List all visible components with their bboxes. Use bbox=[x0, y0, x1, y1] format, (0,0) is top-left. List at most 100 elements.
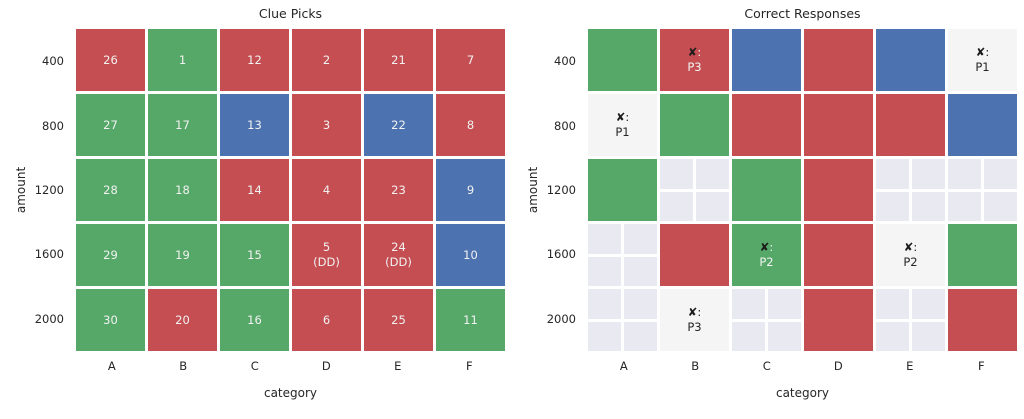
heatmap-cell bbox=[804, 289, 873, 351]
cell-label: 1 bbox=[178, 52, 187, 67]
heatmap-cell: 12 bbox=[220, 29, 289, 91]
cell-label: 16 bbox=[247, 312, 262, 327]
heatmap-cell: 4 bbox=[292, 159, 361, 221]
heatmap-cell: 3 bbox=[292, 94, 361, 156]
x-axis-label: category bbox=[263, 386, 318, 400]
heatmap-cell bbox=[948, 94, 1017, 156]
cell-label: 10 bbox=[463, 247, 478, 262]
chart-title: Correct Responses bbox=[744, 6, 861, 21]
heatmap-cell: 7 bbox=[436, 29, 505, 91]
cell-label: 15 bbox=[247, 247, 262, 262]
y-tick-label: 1600 bbox=[34, 247, 64, 262]
cell-label: 30 bbox=[103, 312, 118, 327]
heatmap-cell bbox=[732, 94, 801, 156]
cell-label: 29 bbox=[103, 247, 118, 262]
heatmap-cell: ✘: P2 bbox=[876, 224, 945, 286]
heatmap-cell: 24 (DD) bbox=[364, 224, 433, 286]
heatmap-cell: 28 bbox=[76, 159, 145, 221]
x-tick-label: B bbox=[691, 359, 700, 373]
heatmap-cell bbox=[588, 289, 657, 351]
cell-label: 28 bbox=[103, 182, 118, 197]
heatmap-cell bbox=[732, 289, 801, 351]
x-axis-ticks: A B C D E F bbox=[588, 359, 1017, 373]
cell-label: 23 bbox=[391, 182, 406, 197]
heatmap-cell bbox=[588, 29, 657, 91]
heatmap-cell: 6 bbox=[292, 289, 361, 351]
cell-label: ✘: P1 bbox=[975, 45, 990, 74]
heatmap-cell: 14 bbox=[220, 159, 289, 221]
cell-label: 4 bbox=[322, 182, 331, 197]
heatmap-cell: 9 bbox=[436, 159, 505, 221]
heatmap-cell bbox=[876, 159, 945, 221]
y-tick-label: 800 bbox=[554, 118, 576, 133]
y-tick-label: 1200 bbox=[34, 182, 64, 197]
y-axis-ticks: 400 800 1200 1600 2000 bbox=[0, 29, 64, 351]
y-axis-ticks: 400 800 1200 1600 2000 bbox=[512, 29, 576, 351]
heatmap-cell bbox=[588, 159, 657, 221]
x-tick-label: A bbox=[107, 359, 116, 373]
heatmap-cell: 21 bbox=[364, 29, 433, 91]
heatmap-cell: 1 bbox=[148, 29, 217, 91]
x-tick-label: A bbox=[619, 359, 628, 373]
y-tick-label: 1600 bbox=[546, 247, 576, 262]
heatmap-cell: 16 bbox=[220, 289, 289, 351]
y-tick-label: 400 bbox=[554, 54, 576, 69]
cell-label: 6 bbox=[322, 312, 331, 327]
heatmap-cell bbox=[660, 224, 729, 286]
heatmap-cell: 22 bbox=[364, 94, 433, 156]
heatmap-cell: 5 (DD) bbox=[292, 224, 361, 286]
cell-label: 12 bbox=[247, 52, 262, 67]
heatmap-cell: 13 bbox=[220, 94, 289, 156]
heatmap-cell: ✘: P3 bbox=[660, 289, 729, 351]
heatmap-cell bbox=[732, 29, 801, 91]
cell-label: 18 bbox=[175, 182, 190, 197]
x-tick-label: C bbox=[250, 359, 259, 373]
heatmap-cell: 11 bbox=[436, 289, 505, 351]
heatmap-cell: ✘: P1 bbox=[948, 29, 1017, 91]
y-tick-label: 2000 bbox=[34, 311, 64, 326]
x-mark-icon: ✘ bbox=[687, 45, 698, 60]
x-tick-label: D bbox=[321, 359, 331, 373]
correct-responses-chart: Correct Responses amount 400 800 1200 1600 2… bbox=[512, 0, 1024, 419]
heatmap-cell: 25 bbox=[364, 289, 433, 351]
heatmap-grid: ✘: P3 ✘: P1 ✘: P1 ✘: P2 ✘: P2 ✘: P3 bbox=[588, 29, 1017, 351]
heatmap-cell: 18 bbox=[148, 159, 217, 221]
heatmap-cell: ✘: P1 bbox=[588, 94, 657, 156]
cell-label: 8 bbox=[466, 117, 475, 132]
heatmap-cell bbox=[804, 159, 873, 221]
x-tick-label: B bbox=[179, 359, 188, 373]
y-tick-label: 800 bbox=[42, 118, 64, 133]
cell-label: ✘: P1 bbox=[615, 110, 630, 139]
heatmap-grid: 26 1 12 2 21 7 27 17 13 3 22 8 28 18 14 4 23 9 29 19 15 5 (DD… bbox=[76, 29, 505, 351]
cell-label: 19 bbox=[175, 247, 190, 262]
heatmap-cell: 30 bbox=[76, 289, 145, 351]
heatmap-cell: ✘: P2 bbox=[732, 224, 801, 286]
x-tick-label: F bbox=[465, 359, 473, 373]
heatmap-cell: 10 bbox=[436, 224, 505, 286]
heatmap-cell bbox=[660, 159, 729, 221]
cell-label: 14 bbox=[247, 182, 262, 197]
cell-label: 13 bbox=[247, 117, 262, 132]
cell-label: 26 bbox=[103, 52, 118, 67]
heatmap-cell bbox=[876, 289, 945, 351]
heatmap-cell: 15 bbox=[220, 224, 289, 286]
heatmap-cell: 26 bbox=[76, 29, 145, 91]
x-tick-label: E bbox=[906, 359, 914, 373]
y-tick-label: 1200 bbox=[546, 182, 576, 197]
heatmap-cell bbox=[804, 94, 873, 156]
cell-label: 17 bbox=[175, 117, 190, 132]
heatmap-cell bbox=[948, 159, 1017, 221]
cell-label: 24 (DD) bbox=[385, 240, 412, 269]
x-axis-ticks: A B C D E F bbox=[76, 359, 505, 373]
heatmap-cell bbox=[948, 224, 1017, 286]
cell-label: 2 bbox=[322, 52, 331, 67]
x-mark-icon: ✘ bbox=[759, 240, 770, 255]
heatmap-cell: 29 bbox=[76, 224, 145, 286]
x-mark-icon: ✘ bbox=[903, 240, 914, 255]
chart-title: Clue Picks bbox=[258, 6, 323, 21]
cell-label: 11 bbox=[463, 312, 478, 327]
cell-label: 21 bbox=[391, 52, 406, 67]
cell-label: ✘: P3 bbox=[687, 45, 702, 74]
cell-label: 22 bbox=[391, 117, 406, 132]
